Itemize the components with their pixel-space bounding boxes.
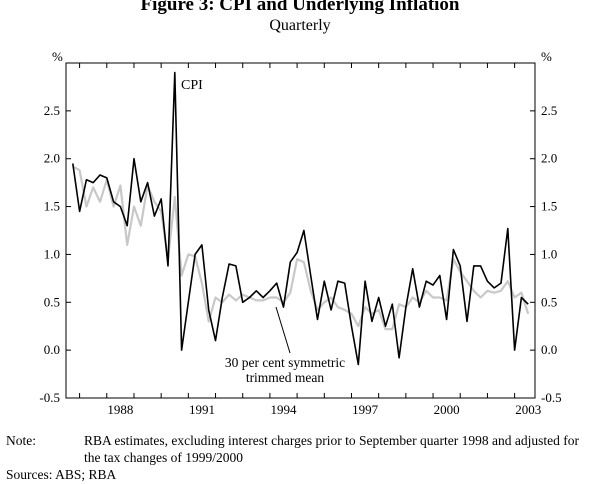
y-tick-label-right: 2.0 <box>541 151 557 166</box>
y-unit-right: % <box>541 49 552 64</box>
y-tick-label-right: 1.5 <box>541 199 557 214</box>
y-tick-label-left: 1.0 <box>44 246 60 261</box>
x-tick-label: 2000 <box>434 402 460 417</box>
y-unit-left: % <box>52 49 63 64</box>
y-tick-label-right: -0.5 <box>541 390 562 405</box>
chart-title: Figure 3: CPI and Underlying Inflation <box>140 0 460 15</box>
inflation-chart: % % -0.5 -0.5 0.0 0.0 0.5 0.5 1.0 1.0 1.5 1.5 2.0 2.0… <box>39 49 561 417</box>
trimmed-mean-pointer <box>275 306 291 354</box>
x-tick-label: 1988 <box>107 402 133 417</box>
y-tick-label-left: 1.5 <box>44 199 60 214</box>
y-tick-label-left: 0.0 <box>44 342 60 357</box>
axes-layer: % % -0.5 -0.5 0.0 0.0 0.5 0.5 1.0 1.0 1.5 1.5 2.0 2.0… <box>39 49 561 417</box>
y-tick-label-left: 2.5 <box>44 103 60 118</box>
cpi-label: CPI <box>181 78 203 93</box>
note-label: Note: <box>6 433 36 448</box>
trimmed-mean-label-line1: 30 per cent symmetric <box>225 355 345 370</box>
note-text: RBA estimates, excluding interest charge… <box>84 433 579 465</box>
y-tick-label-left: 2.0 <box>44 151 60 166</box>
y-tick-label-left: 0.5 <box>44 294 60 309</box>
y-tick-label-left: -0.5 <box>39 390 60 405</box>
x-tick-label: 1994 <box>271 402 298 417</box>
chart-subtitle: Quarterly <box>269 17 331 34</box>
y-tick-label-right: 1.0 <box>541 246 557 261</box>
y-tick-label-right: 0.0 <box>541 342 557 357</box>
x-tick-label: 1991 <box>189 402 215 417</box>
plot-frame <box>65 62 536 399</box>
x-tick-label: 2003 <box>515 402 541 417</box>
trimmed-mean-label-line2: trimmed mean <box>246 370 325 385</box>
series-layer <box>72 71 530 366</box>
y-tick-label-right: 0.5 <box>541 294 557 309</box>
trimmed-mean-line <box>72 165 530 331</box>
y-tick-label-right: 2.5 <box>541 103 557 118</box>
annotation-layer: CPI 30 per cent symmetric trimmed mean <box>181 78 345 385</box>
sources-text: Sources: ABS; RBA <box>6 467 117 482</box>
cpi-line <box>72 71 529 366</box>
x-tick-label: 1997 <box>352 402 379 417</box>
